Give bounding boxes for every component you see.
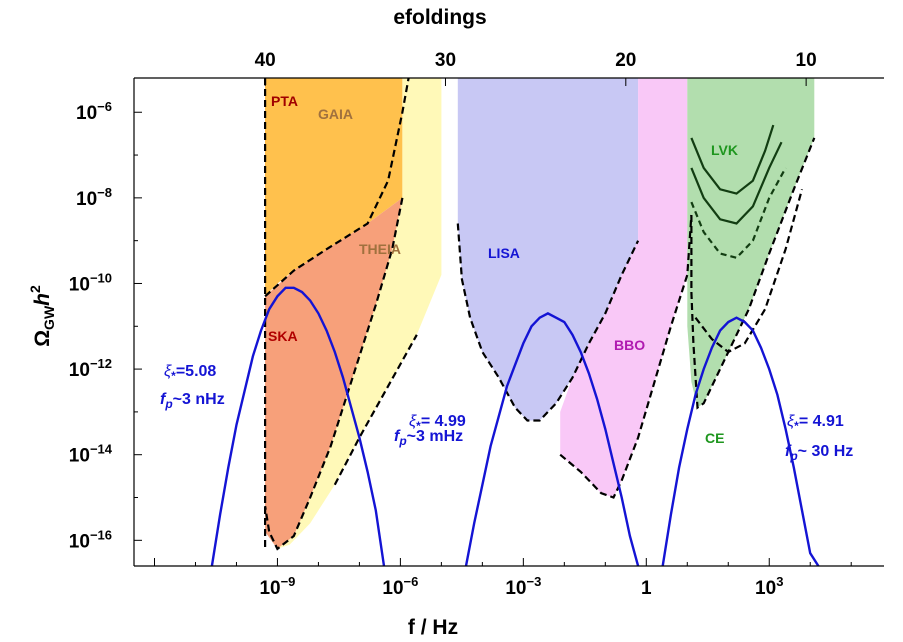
lisa-outline bbox=[456, 223, 640, 422]
annotation-hz: ξ*= 4.91 fp~ 30 Hz bbox=[785, 413, 853, 463]
ce-outline bbox=[690, 137, 816, 410]
svg-text:ξ*=5.08: ξ*=5.08 bbox=[164, 363, 216, 383]
lvk-curve-2 bbox=[690, 141, 783, 225]
y-tick-label: 10−8 bbox=[76, 185, 112, 210]
plot-frame bbox=[133, 77, 884, 567]
region-label-bbo: BBO bbox=[614, 337, 645, 353]
gaia-outline bbox=[264, 78, 410, 298]
region-label-theia: THEIA bbox=[359, 241, 401, 257]
region-label-ska: SKA bbox=[268, 328, 298, 344]
y-tick-label: 10−12 bbox=[69, 356, 112, 381]
x-tick-label: 10−9 bbox=[259, 574, 295, 599]
signal-curve-3 bbox=[661, 316, 820, 566]
annotation-nhz: ξ*=5.08 fp~3 nHz bbox=[160, 363, 225, 411]
x-tick-label: 103 bbox=[755, 574, 783, 599]
svg-text:fp~ 30 Hz: fp~ 30 Hz bbox=[785, 443, 853, 463]
y-tick-label: 10−16 bbox=[69, 527, 112, 552]
region-gaia bbox=[265, 78, 403, 297]
svg-text:fp~3 nHz: fp~3 nHz bbox=[160, 391, 225, 411]
region-theia bbox=[277, 78, 442, 549]
theia-outline bbox=[333, 334, 418, 486]
region-label-pta: PTA bbox=[271, 93, 298, 109]
axis-ticks: 10−9 10−6 10−3 1 103 10−6 10−8 10−10 10−12 10−14 1… bbox=[69, 50, 852, 599]
y-axis-title: ΩGWh2 bbox=[27, 285, 57, 347]
top-tick-label: 20 bbox=[615, 50, 636, 71]
top-tick-label: 10 bbox=[796, 50, 817, 71]
region-lvk bbox=[687, 78, 815, 408]
top-tick-label: 40 bbox=[255, 50, 276, 71]
region-bbo bbox=[560, 78, 688, 498]
sensitivity-curves bbox=[264, 78, 816, 551]
y-tick-label: 10−6 bbox=[76, 99, 112, 124]
y-tick-label: 10−10 bbox=[69, 270, 112, 295]
x-tick-label: 10−3 bbox=[505, 574, 541, 599]
svg-text:ξ*= 4.99: ξ*= 4.99 bbox=[409, 413, 466, 433]
region-label-lisa: LISA bbox=[488, 245, 520, 261]
sensitivity-regions bbox=[265, 78, 815, 549]
x-tick-label: 1 bbox=[641, 578, 652, 599]
region-lisa bbox=[457, 78, 639, 421]
y-tick-label: 10−14 bbox=[69, 442, 113, 467]
svg-text:fp~3 mHz: fp~3 mHz bbox=[394, 428, 463, 448]
region-label-gaia: GAIA bbox=[318, 106, 353, 122]
ska-outline bbox=[264, 197, 404, 551]
x-axis-title: f / Hz bbox=[408, 616, 458, 639]
lvk-curve-1 bbox=[690, 124, 775, 195]
bbo-outline bbox=[559, 214, 693, 499]
region-ska bbox=[265, 197, 403, 549]
region-label-ce: CE bbox=[705, 430, 724, 446]
x-tick-label: 10−6 bbox=[382, 574, 418, 599]
ce-inner-outline bbox=[694, 189, 804, 354]
signal-curve-1 bbox=[210, 286, 386, 566]
svg-text:ξ*= 4.91: ξ*= 4.91 bbox=[787, 413, 844, 433]
region-label-lvk: LVK bbox=[711, 142, 738, 158]
signal-curve-2 bbox=[464, 312, 640, 566]
top-axis-title: efoldings bbox=[393, 6, 486, 29]
lvk-curve-3 bbox=[690, 167, 787, 260]
annotation-mhz: ξ*= 4.99 fp~3 mHz bbox=[394, 413, 466, 448]
signal-spectra bbox=[210, 286, 820, 566]
top-tick-label: 30 bbox=[435, 50, 456, 71]
